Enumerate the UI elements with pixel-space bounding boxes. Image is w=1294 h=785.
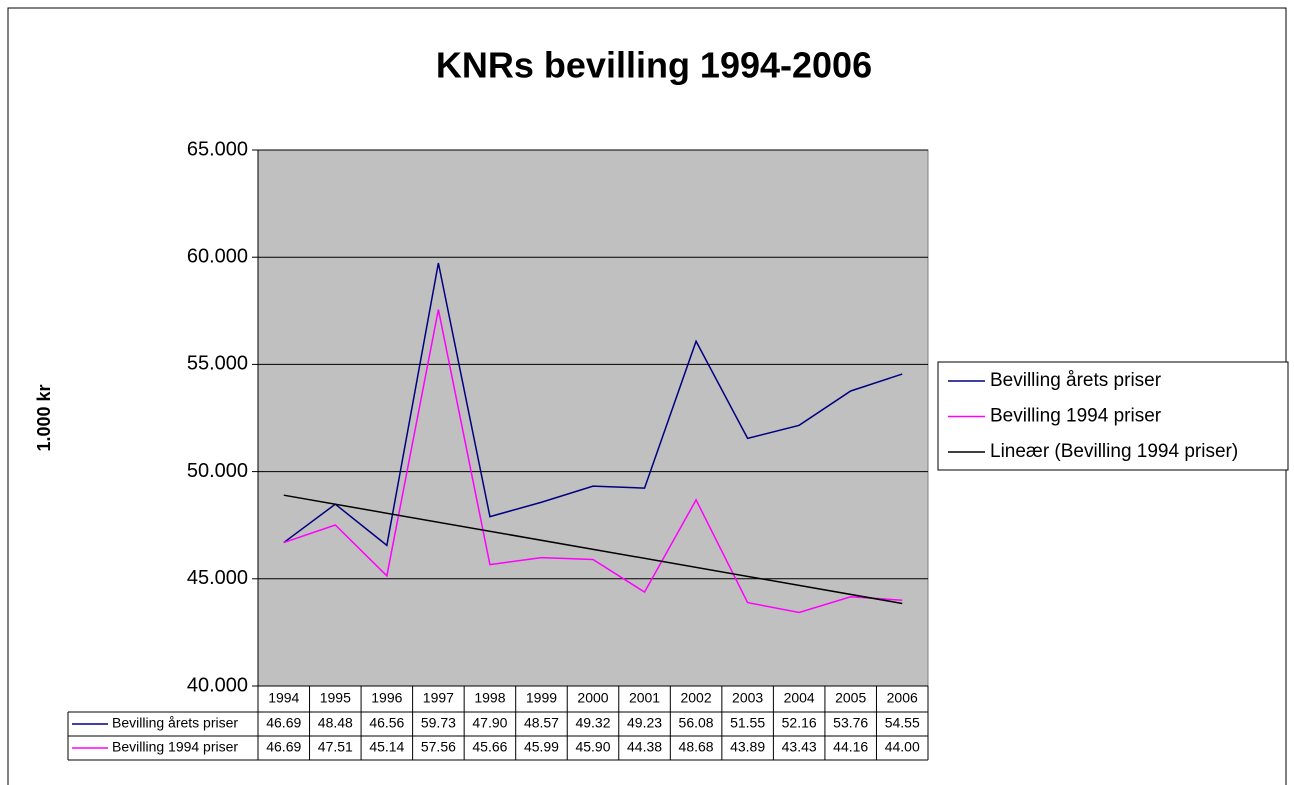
table-value: 52.16 <box>782 715 817 731</box>
y-tick-label: 65.000 <box>187 138 248 160</box>
series-line <box>283 309 903 614</box>
x-tick-label: 2004 <box>784 690 815 706</box>
x-tick-label: 1999 <box>526 690 557 706</box>
legend-box <box>937 361 1289 471</box>
y-tick-label: 40.000 <box>187 674 248 696</box>
table-value: 49.23 <box>627 715 662 731</box>
table-value: 44.16 <box>833 739 868 755</box>
table-value: 44.00 <box>885 739 920 755</box>
table-value: 48.57 <box>524 715 559 731</box>
table-value: 48.48 <box>318 715 353 731</box>
table-value: 45.99 <box>524 739 559 755</box>
legend-label: Bevilling 1994 priser <box>990 406 1162 427</box>
table-value: 45.90 <box>575 739 610 755</box>
series-line <box>283 262 903 547</box>
y-tick-label: 60.000 <box>187 245 248 267</box>
table-value: 48.68 <box>679 739 714 755</box>
y-tick-label: 45.000 <box>187 567 248 589</box>
trend-line <box>283 494 903 605</box>
x-tick-label: 2002 <box>680 690 711 706</box>
table-row-label: Bevilling årets priser <box>112 715 238 731</box>
table-value: 57.56 <box>421 739 456 755</box>
table-value: 44.38 <box>627 739 662 755</box>
x-tick-label: 2000 <box>577 690 608 706</box>
table-value: 43.89 <box>730 739 765 755</box>
table-value: 43.43 <box>782 739 817 755</box>
x-tick-label: 1998 <box>474 690 505 706</box>
x-tick-label: 2006 <box>887 690 918 706</box>
table-value: 45.14 <box>369 739 404 755</box>
x-tick-label: 1994 <box>268 690 299 706</box>
y-axis-label: 1.000 kr <box>34 384 54 451</box>
x-tick-label: 1997 <box>423 690 454 706</box>
x-tick-label: 2005 <box>835 690 866 706</box>
table-value: 56.08 <box>679 715 714 731</box>
x-tick-label: 2003 <box>732 690 763 706</box>
plot-area <box>257 149 929 687</box>
table-value: 49.32 <box>575 715 610 731</box>
table-value: 59.73 <box>421 715 456 731</box>
table-value: 47.51 <box>318 739 353 755</box>
legend-label: Lineær (Bevilling 1994 priser) <box>990 441 1238 462</box>
table-value: 47.90 <box>472 715 507 731</box>
table-value: 46.69 <box>266 715 301 731</box>
x-tick-label: 1995 <box>320 690 351 706</box>
table-value: 54.55 <box>885 715 920 731</box>
table-value: 53.76 <box>833 715 868 731</box>
y-tick-label: 50.000 <box>187 460 248 482</box>
table-value: 45.66 <box>472 739 507 755</box>
table-row-label: Bevilling 1994 priser <box>112 739 238 755</box>
chart-title: KNRs bevilling 1994-2006 <box>436 45 872 86</box>
table-value: 46.69 <box>266 739 301 755</box>
table-value: 51.55 <box>730 715 765 731</box>
x-tick-label: 2001 <box>629 690 660 706</box>
y-tick-label: 55.000 <box>187 353 248 375</box>
table-value: 46.56 <box>369 715 404 731</box>
x-tick-label: 1996 <box>371 690 402 706</box>
legend-label: Bevilling årets priser <box>990 370 1162 391</box>
